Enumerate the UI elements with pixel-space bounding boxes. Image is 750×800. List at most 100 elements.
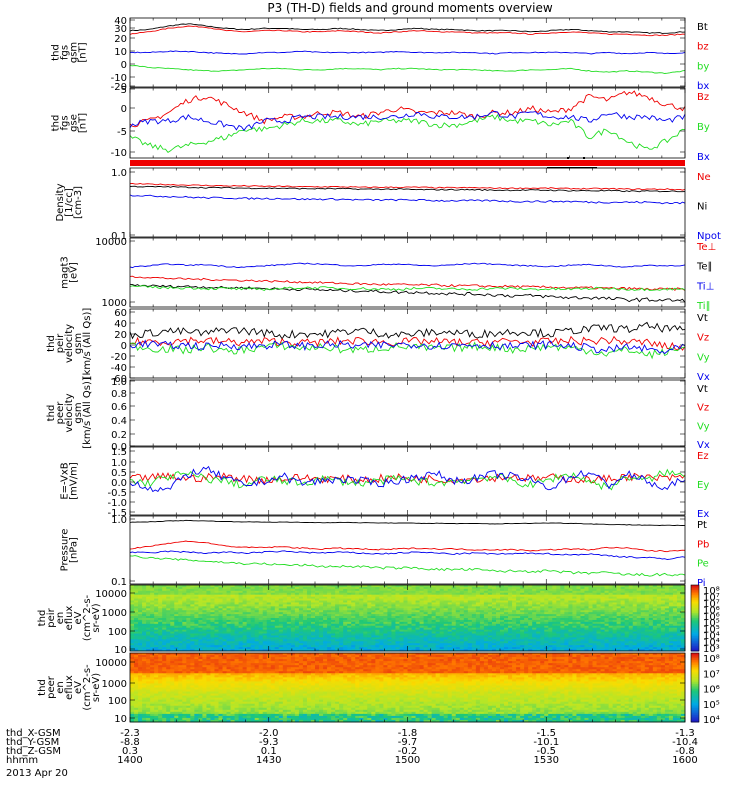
spectrogram-cell — [331, 612, 336, 615]
spectrogram-cell — [158, 619, 163, 623]
spectrogram-cell — [672, 643, 678, 646]
spectrogram-cell — [270, 604, 276, 607]
spectrogram-cell — [483, 592, 489, 596]
spectrogram-cell — [306, 641, 312, 644]
spectrogram-cell — [315, 616, 320, 619]
spectrogram-cell — [194, 637, 199, 640]
spectrogram-cell — [528, 639, 533, 642]
spectrogram-cell — [242, 631, 248, 634]
spectrogram-cell — [624, 635, 630, 638]
spectrogram-cell — [375, 625, 380, 629]
spectrogram-cell — [323, 639, 328, 642]
spectrogram-cell — [479, 612, 485, 615]
spectrogram-cell — [234, 602, 239, 605]
spectrogram-cell — [528, 643, 533, 646]
spectrogram-cell — [500, 608, 505, 611]
spectrogram-cell — [516, 645, 521, 648]
spectrogram-cell — [411, 592, 416, 596]
spectrogram-cell — [479, 588, 485, 592]
spectrogram-cell — [218, 592, 223, 596]
spectrogram-cell — [142, 588, 147, 592]
spectrogram-cell — [194, 596, 199, 599]
spectrogram-cell — [439, 608, 445, 611]
spectrogram-cell — [528, 586, 533, 590]
y-tick-label: 1.0 — [111, 458, 127, 469]
spectrogram-cell — [487, 623, 493, 627]
spectrogram-cell — [367, 633, 372, 636]
spectrogram-cell — [339, 618, 344, 621]
spectrogram-cell — [130, 623, 135, 627]
spectrogram-cell — [512, 618, 517, 621]
spectrogram-cell — [648, 598, 654, 601]
spectrogram-cell — [319, 645, 324, 648]
spectrogram-cell — [532, 606, 537, 609]
spectrogram-cell — [178, 610, 183, 613]
spectrogram-cell — [431, 645, 437, 648]
spectrogram-cell — [178, 606, 183, 609]
spectrogram-cell — [302, 639, 308, 642]
spectrogram-cell — [387, 604, 392, 607]
spectrogram-cell — [138, 616, 143, 619]
spectrogram-cell — [419, 643, 424, 646]
spectrogram-cell — [427, 627, 433, 631]
spectrogram-cell — [427, 619, 433, 623]
spectrogram-cell — [672, 585, 678, 588]
spectrogram-cell — [250, 590, 256, 594]
spectrogram-cell — [536, 645, 541, 648]
spectrogram-cell — [672, 598, 678, 601]
spectrogram-cell — [170, 592, 175, 596]
spectrogram-cell — [491, 618, 497, 621]
spectrogram-cell — [190, 645, 195, 648]
spectrogram-cell — [560, 643, 565, 646]
spectrogram-cell — [451, 623, 457, 627]
spectrogram-cell — [282, 600, 288, 603]
spectrogram-cell — [242, 598, 248, 601]
spectrogram-cell — [146, 598, 151, 601]
spectrogram-cell — [664, 594, 670, 598]
spectrogram-cell — [660, 633, 666, 636]
panel-frame — [129, 237, 686, 308]
spectrogram-cell — [544, 633, 549, 636]
spectrogram-cell — [483, 596, 489, 599]
spectrogram-cell — [158, 637, 163, 640]
spectrogram-cell — [134, 612, 139, 615]
spectrogram-cell — [146, 633, 151, 636]
spectrogram-cell — [536, 621, 541, 625]
spectrogram-cell — [455, 631, 461, 634]
spectrogram-cell — [644, 631, 650, 634]
spectrogram-cell — [327, 619, 332, 623]
spectrogram-cell — [660, 596, 666, 599]
spectrogram-cell — [660, 612, 666, 615]
spectrogram-cell — [656, 625, 662, 629]
spectrogram-cell — [182, 637, 187, 640]
spectrogram-cell — [226, 619, 231, 623]
spectrogram-cell — [182, 645, 187, 648]
spectrogram-cell — [182, 619, 187, 623]
spectrogram-cell — [246, 588, 252, 592]
spectrogram-cell — [298, 608, 304, 611]
spectrogram-cell — [664, 625, 670, 629]
y-axis-label: fgs — [60, 45, 71, 60]
spectrogram-cell — [628, 606, 634, 609]
spectrogram-cell — [471, 596, 477, 599]
spectrogram-cell — [202, 639, 207, 642]
spectrogram-cell — [170, 639, 175, 642]
spectrogram-cell — [234, 629, 239, 632]
spectrogram-cell — [475, 633, 481, 636]
legend-Pi: Pi — [697, 578, 706, 589]
y-axis-label: gsm — [69, 42, 80, 63]
spectrogram-cell — [608, 627, 614, 631]
spectrogram-cell — [660, 618, 666, 621]
spectrogram-cell — [250, 612, 256, 615]
spectrogram-cell — [548, 627, 553, 631]
spectrogram-cell — [383, 586, 388, 590]
spectrogram-cell — [246, 602, 252, 605]
spectrogram-cell — [487, 619, 493, 623]
spectrogram-cell — [495, 600, 501, 603]
spectrogram-cell — [572, 639, 577, 642]
spectrogram-cell — [520, 621, 525, 625]
spectrogram-cell — [672, 602, 678, 605]
spectrogram-cell — [339, 631, 344, 634]
spectrogram-cell — [226, 585, 231, 588]
spectrogram-cell — [387, 586, 392, 590]
